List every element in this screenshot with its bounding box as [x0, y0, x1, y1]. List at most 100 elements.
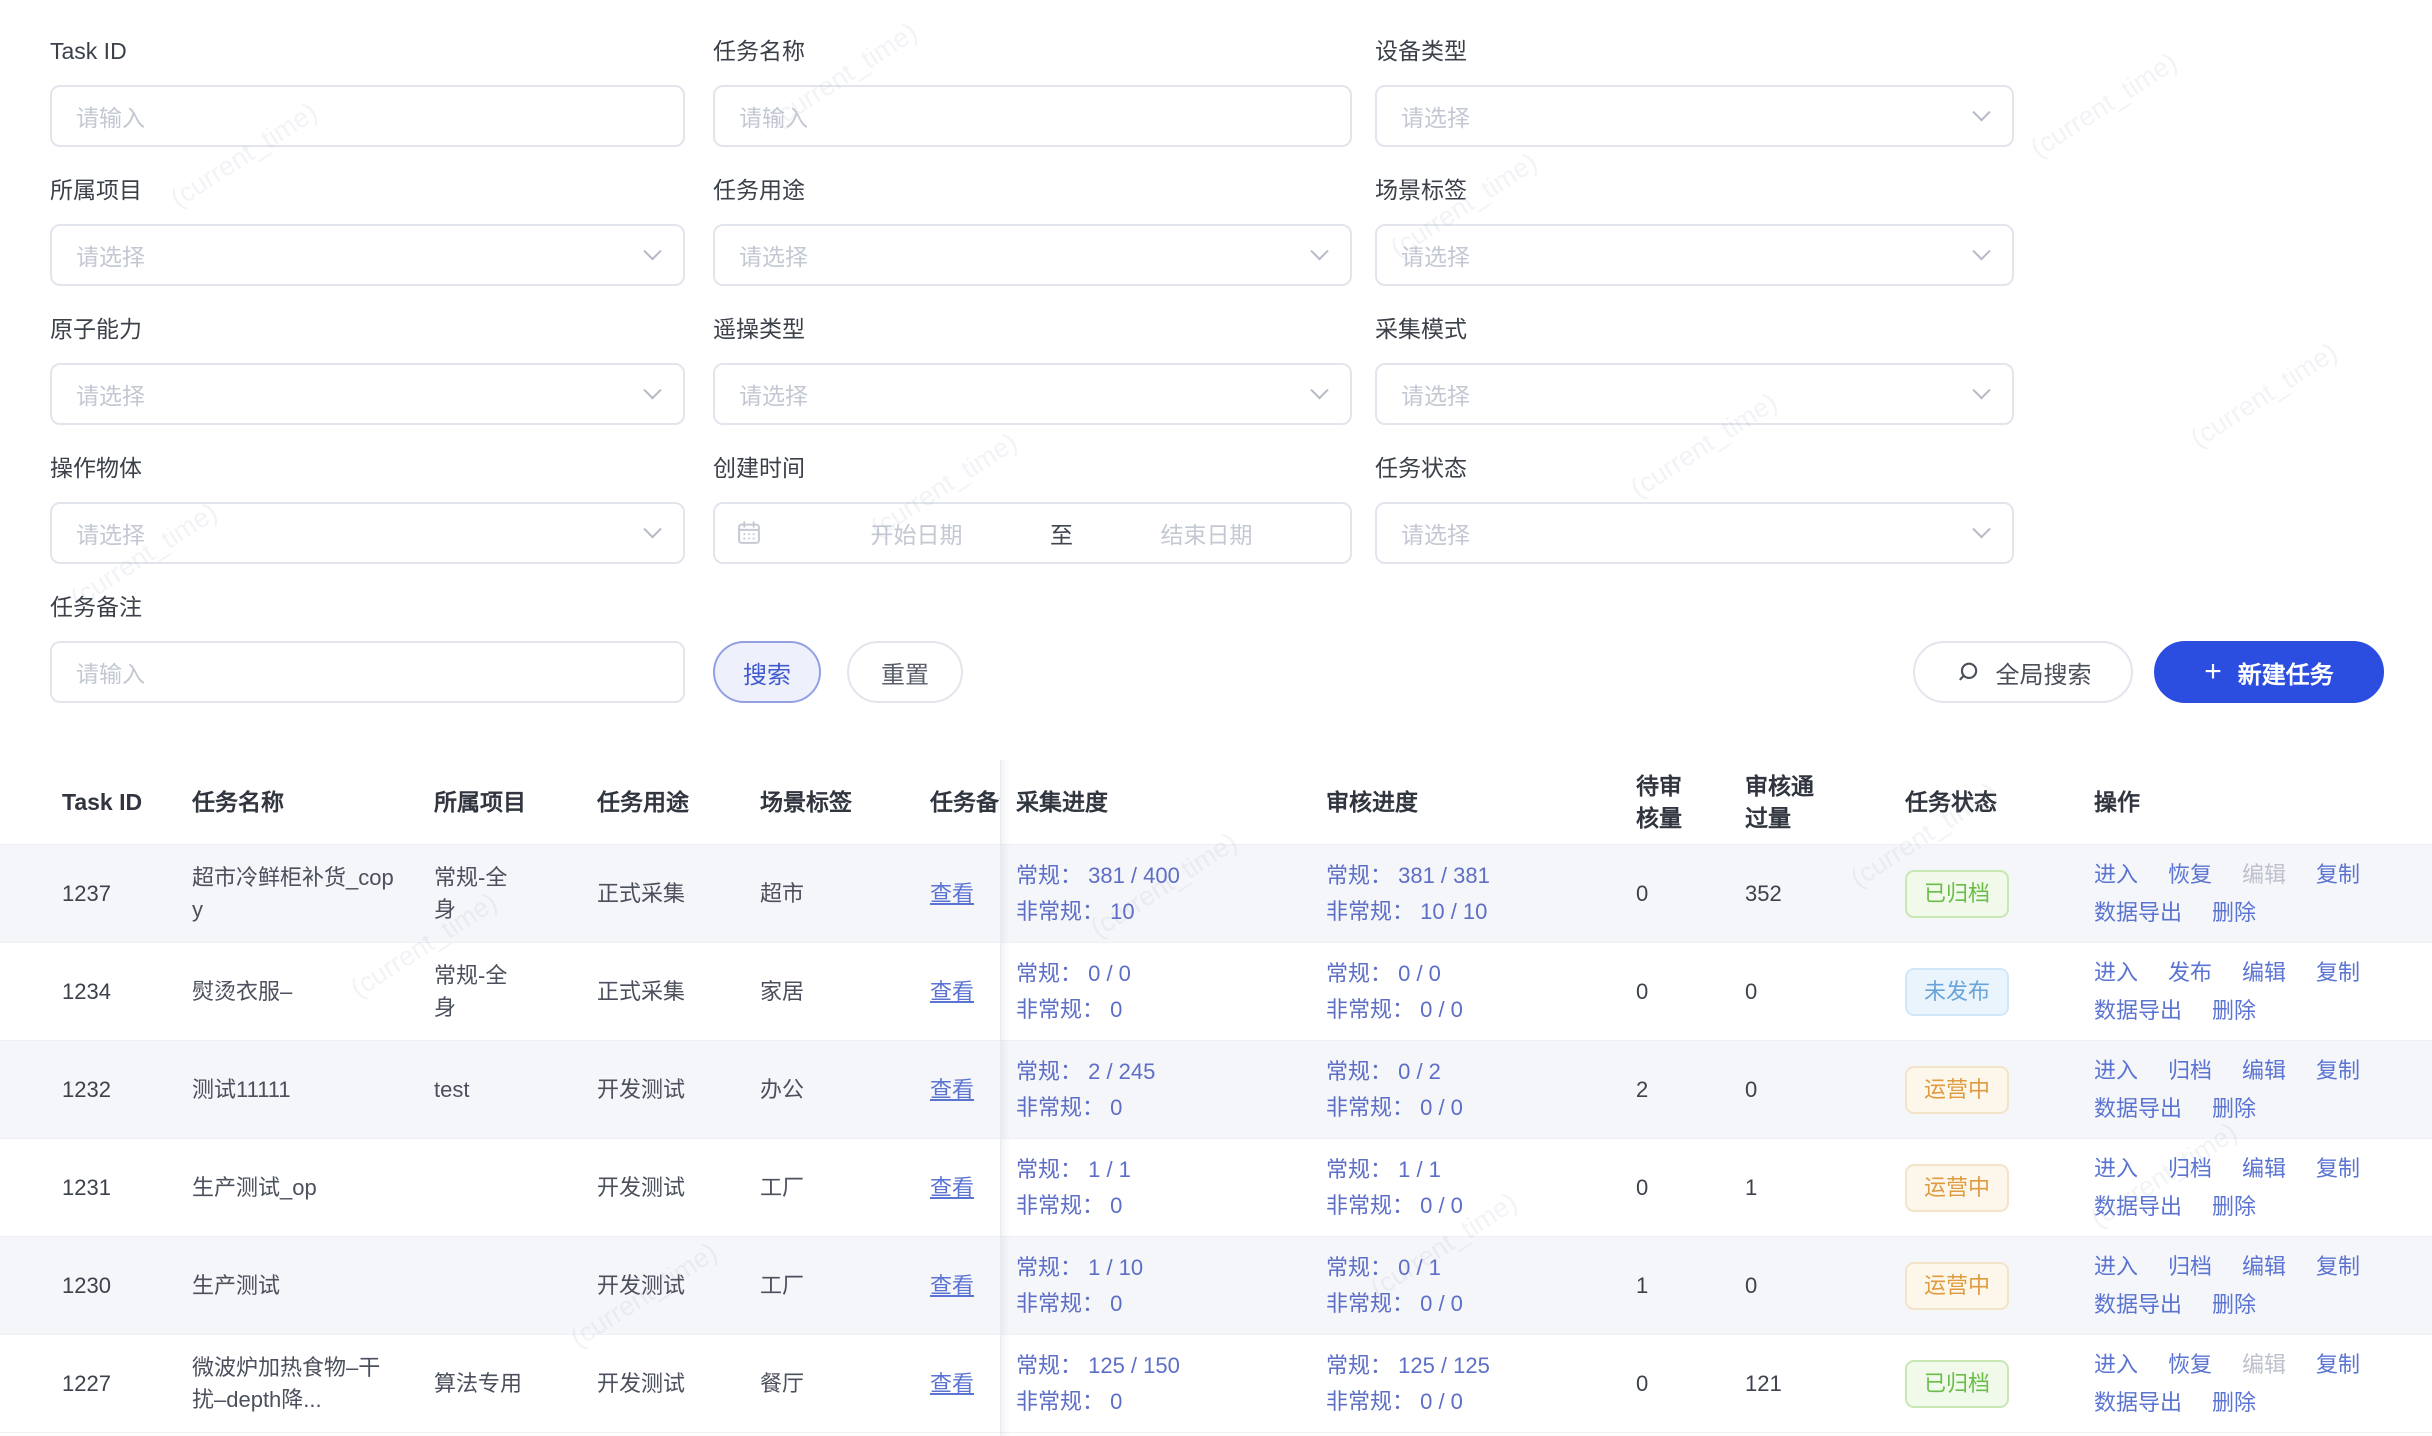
review-regular: 常规： 0 / 2 — [1326, 1058, 1441, 1084]
select-placeholder: 请选择 — [1401, 522, 1470, 548]
global-search-button[interactable]: 全局搜索 — [1913, 641, 2133, 703]
op-link[interactable]: 数据导出 — [2094, 1291, 2183, 1317]
view-remark-link[interactable]: 查看 — [930, 1174, 975, 1200]
cell-review-progress: 常规： 0 / 0 非常规： 0 / 0 — [1326, 956, 1630, 1028]
op-link[interactable]: 数据导出 — [2094, 1095, 2183, 1121]
op-link[interactable]: 归档 — [2168, 1057, 2213, 1083]
input-placeholder: 请输入 — [76, 661, 145, 687]
cell-pending-count: 2 — [1636, 1076, 1649, 1102]
create-time-range-picker[interactable]: 开始日期 至 结束日期 — [713, 502, 1352, 564]
object-select[interactable]: 请选择 — [50, 502, 685, 564]
filter-remark: 任务备注 请输入 — [50, 594, 685, 703]
op-link[interactable]: 编辑 — [2242, 1155, 2287, 1181]
cell-task-id: 1234 — [62, 978, 111, 1004]
header-operations: 操作 — [2094, 789, 2140, 815]
cell-status: 未发布 — [1905, 967, 2094, 1016]
review-regular: 常规： 0 / 1 — [1326, 1254, 1441, 1280]
view-remark-link[interactable]: 查看 — [930, 880, 975, 906]
op-link[interactable]: 删除 — [2212, 1095, 2257, 1121]
op-link[interactable]: 数据导出 — [2094, 899, 2183, 925]
op-link[interactable]: 编辑 — [2242, 959, 2287, 985]
cell-review-progress: 常规： 1 / 1 非常规： 0 / 0 — [1326, 1152, 1630, 1224]
status-badge: 运营中 — [1905, 1163, 2010, 1212]
chevron-down-icon — [643, 241, 662, 260]
header-project: 所属项目 — [434, 789, 526, 815]
chevron-down-icon — [1310, 380, 1329, 399]
op-link[interactable]: 复制 — [2316, 1253, 2361, 1279]
filter-label: 任务名称 — [713, 38, 805, 64]
atomic-ability-select[interactable]: 请选择 — [50, 363, 685, 425]
usage-select[interactable]: 请选择 — [713, 224, 1352, 286]
calendar-icon — [738, 521, 760, 544]
collect-irregular: 非常规： 10 — [1016, 898, 1135, 924]
op-link[interactable]: 删除 — [2212, 1193, 2257, 1219]
op-link[interactable]: 进入 — [2094, 1351, 2139, 1377]
op-link[interactable]: 进入 — [2094, 1253, 2139, 1279]
filter-label: 任务备注 — [50, 594, 142, 620]
search-button[interactable]: 搜索 — [713, 641, 821, 703]
chevron-down-icon — [643, 519, 662, 538]
cell-task-id: 1227 — [62, 1370, 111, 1396]
task-id-input[interactable]: 请输入 — [50, 85, 685, 147]
task-status-select[interactable]: 请选择 — [1375, 502, 2014, 564]
filter-label: 设备类型 — [1375, 38, 1467, 64]
task-name-input[interactable]: 请输入 — [713, 85, 1352, 147]
op-link[interactable]: 删除 — [2212, 1389, 2257, 1415]
table-row: 1237 超市冷鲜柜补货_copy 常规-全身 正式采集 超市 查看 常规： 3… — [0, 845, 2432, 943]
op-link[interactable]: 复制 — [2316, 861, 2361, 887]
collect-mode-select[interactable]: 请选择 — [1375, 363, 2014, 425]
collect-irregular: 非常规： 0 — [1016, 996, 1123, 1022]
header-collect-progress: 采集进度 — [1016, 789, 1108, 815]
op-link[interactable]: 删除 — [2212, 1291, 2257, 1317]
filter-collect-mode: 采集模式 请选择 — [1375, 316, 2014, 425]
op-link[interactable]: 复制 — [2316, 1351, 2361, 1377]
op-link[interactable]: 数据导出 — [2094, 1389, 2183, 1415]
view-remark-link[interactable]: 查看 — [930, 1370, 975, 1396]
op-link[interactable]: 编辑 — [2242, 1253, 2287, 1279]
remark-input[interactable]: 请输入 — [50, 641, 685, 703]
op-link[interactable]: 进入 — [2094, 861, 2139, 887]
cell-scene: 工厂 — [760, 1272, 805, 1298]
cell-scene: 家居 — [760, 978, 805, 1004]
collect-irregular: 非常规： 0 — [1016, 1290, 1123, 1316]
scene-tag-select[interactable]: 请选择 — [1375, 224, 2014, 286]
op-link[interactable]: 恢复 — [2168, 1351, 2213, 1377]
create-task-button[interactable]: + 新建任务 — [2154, 641, 2384, 703]
op-link[interactable]: 编辑 — [2242, 1351, 2287, 1377]
op-link[interactable]: 数据导出 — [2094, 1193, 2183, 1219]
op-link[interactable]: 删除 — [2212, 899, 2257, 925]
project-select[interactable]: 请选择 — [50, 224, 685, 286]
op-link[interactable]: 编辑 — [2242, 861, 2287, 887]
cell-collect-progress: 常规： 381 / 400 非常规： 10 — [1000, 858, 1326, 930]
op-link[interactable]: 进入 — [2094, 1057, 2139, 1083]
teleop-type-select[interactable]: 请选择 — [713, 363, 1352, 425]
op-link[interactable]: 复制 — [2316, 1155, 2361, 1181]
filter-label: 遥操类型 — [713, 316, 805, 342]
filter-label: 操作物体 — [50, 455, 142, 481]
filter-task-name: 任务名称 请输入 — [713, 38, 1352, 147]
filter-label: 任务状态 — [1375, 455, 1467, 481]
op-link[interactable]: 删除 — [2212, 997, 2257, 1023]
op-link[interactable]: 编辑 — [2242, 1057, 2287, 1083]
device-type-select[interactable]: 请选择 — [1375, 85, 2014, 147]
cell-remark: 查看 — [930, 1074, 1000, 1106]
plus-icon: + — [2204, 655, 2222, 688]
op-link[interactable]: 数据导出 — [2094, 997, 2183, 1023]
cell-status: 运营中 — [1905, 1163, 2094, 1212]
op-link[interactable]: 恢复 — [2168, 861, 2213, 887]
view-remark-link[interactable]: 查看 — [930, 978, 975, 1004]
select-placeholder: 请选择 — [76, 522, 145, 548]
view-remark-link[interactable]: 查看 — [930, 1076, 975, 1102]
op-link[interactable]: 复制 — [2316, 959, 2361, 985]
op-link[interactable]: 归档 — [2168, 1253, 2213, 1279]
view-remark-link[interactable]: 查看 — [930, 1272, 975, 1298]
cell-collect-progress: 常规： 125 / 150 非常规： 0 — [1000, 1348, 1326, 1420]
op-link[interactable]: 发布 — [2168, 959, 2213, 985]
op-link[interactable]: 进入 — [2094, 1155, 2139, 1181]
op-link[interactable]: 复制 — [2316, 1057, 2361, 1083]
op-link[interactable]: 进入 — [2094, 959, 2139, 985]
search-icon — [1958, 662, 1977, 680]
reset-button[interactable]: 重置 — [847, 641, 963, 703]
op-link[interactable]: 归档 — [2168, 1155, 2213, 1181]
